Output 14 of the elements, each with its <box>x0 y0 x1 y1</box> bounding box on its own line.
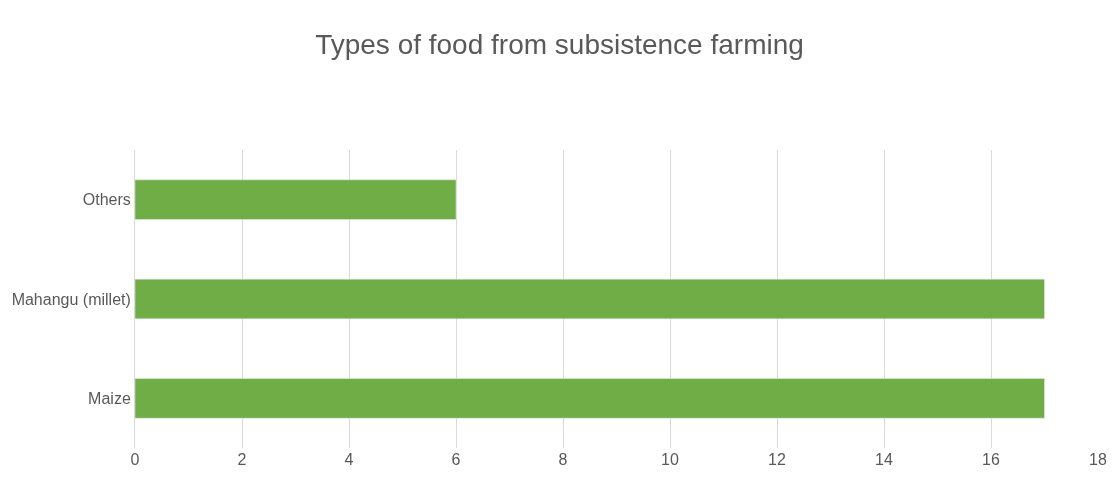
y-tick-label: Others <box>82 191 131 209</box>
x-tick-label: 16 <box>982 451 1000 468</box>
y-tick-label: Maize <box>88 389 131 407</box>
x-tick-label: 14 <box>875 451 893 468</box>
x-tick-label: 12 <box>768 451 786 468</box>
chart-title: Types of food from subsistence farming <box>315 28 804 60</box>
x-tick-label: 0 <box>130 451 140 468</box>
x-tick-label: 6 <box>451 451 461 468</box>
x-tick-label: 2 <box>237 451 247 468</box>
x-tick-label: 18 <box>1089 451 1107 468</box>
y-tick-label: Mahangu (millet) <box>11 290 131 308</box>
x-tick-label: 8 <box>558 451 568 468</box>
x-tick-label: 4 <box>344 451 354 468</box>
x-tick-label: 10 <box>661 451 679 468</box>
